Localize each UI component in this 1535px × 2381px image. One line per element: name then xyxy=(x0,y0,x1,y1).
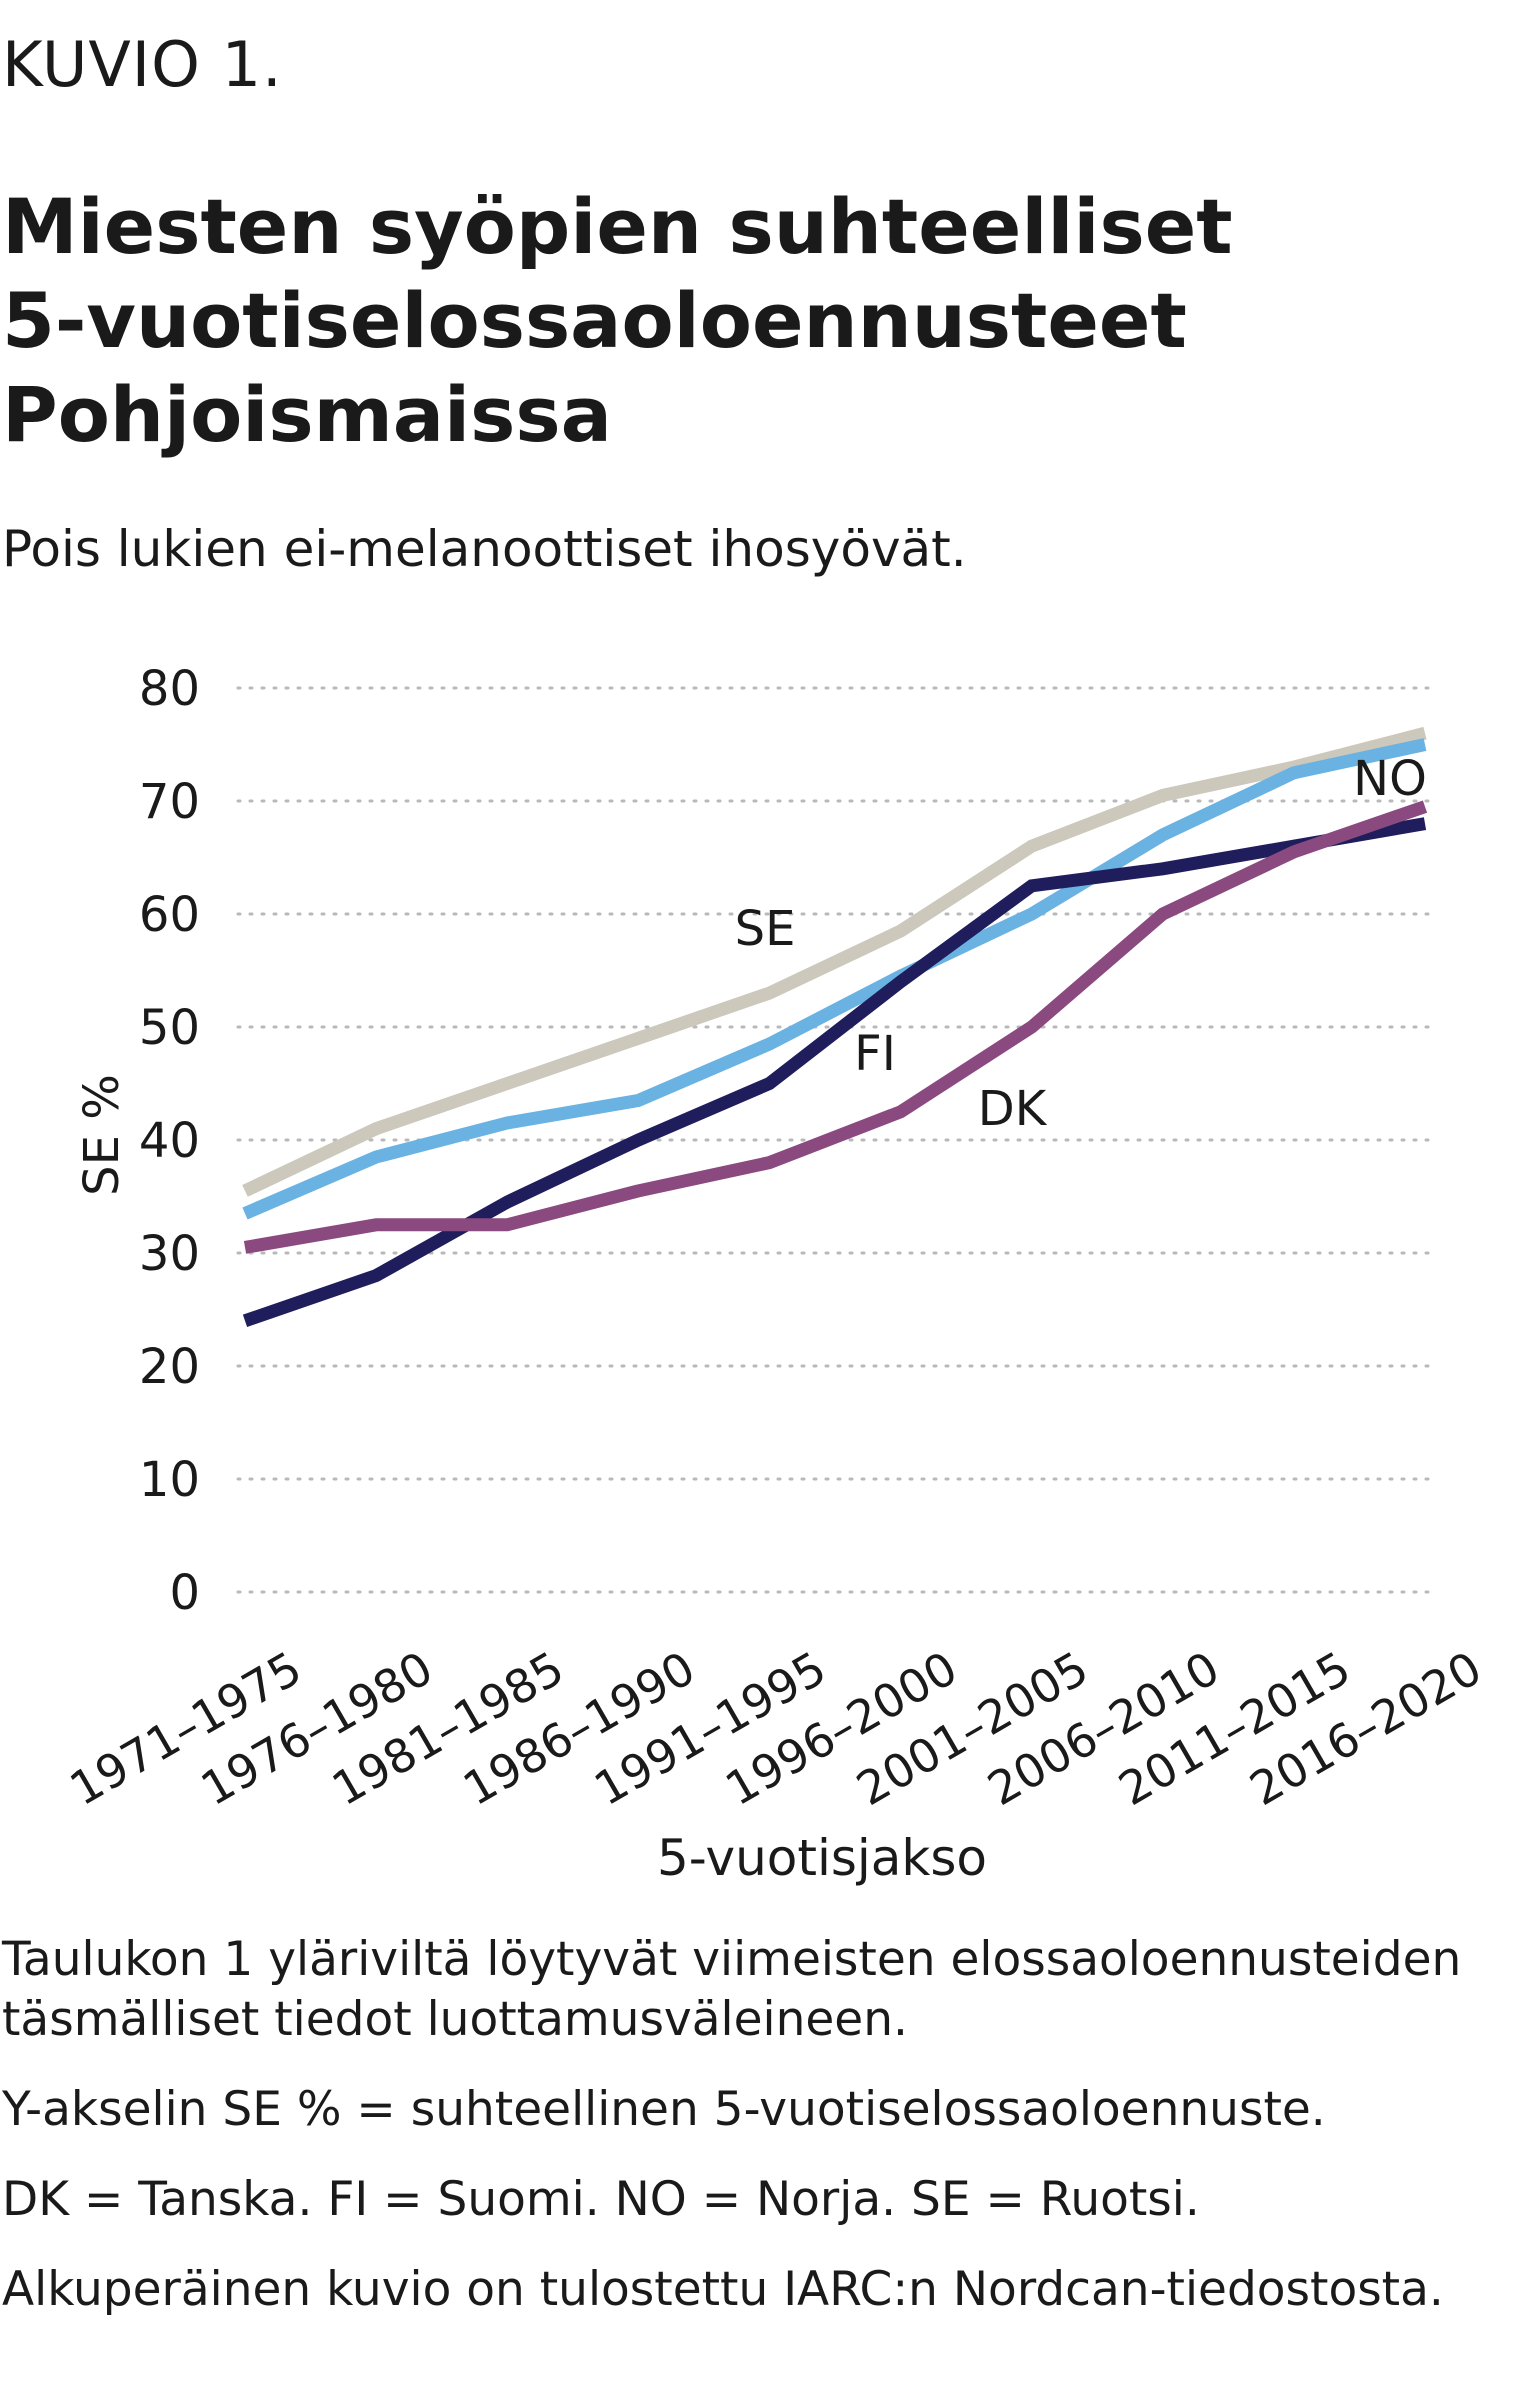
series-lines xyxy=(242,726,1428,1327)
y-tick-label: 20 xyxy=(139,1339,200,1395)
note-4: Alkuperäinen kuvio on tulostettu IARC:n … xyxy=(2,2262,1444,2317)
series-label-fi: FI xyxy=(854,1026,896,1082)
series-label-no: NO xyxy=(1353,751,1427,807)
chart-subtitle: Pois lukien ei-melanoottiset ihosyövät. xyxy=(2,520,967,578)
line-chart: 0 10 20 30 40 50 60 70 80 SE NO FI DK 1971–19751976… xyxy=(61,661,1491,1887)
chart-title-line-2: 5-vuotiselossaoloennusteet xyxy=(2,276,1187,365)
y-tick-label: 10 xyxy=(139,1452,200,1508)
series-line-se xyxy=(242,726,1427,1197)
series-labels: SE NO FI DK xyxy=(735,751,1427,1137)
series-label-dk: DK xyxy=(978,1081,1048,1137)
y-tick-labels: 0 10 20 30 40 50 60 70 80 xyxy=(139,661,200,1621)
series-line-fi xyxy=(242,817,1427,1327)
note-3: DK = Tanska. FI = Suomi. NO = Norja. SE … xyxy=(2,2172,1200,2227)
y-tick-label: 0 xyxy=(169,1565,200,1621)
series-line-dk xyxy=(243,800,1428,1254)
y-tick-label: 50 xyxy=(139,1000,200,1056)
chart-title: Miesten syöpien suhteelliset 5-vuotiselo… xyxy=(2,180,1502,462)
y-axis-label: SE % xyxy=(74,1074,130,1196)
y-tick-label: 80 xyxy=(139,661,200,717)
note-2: Y-akselin SE % = suhteellinen 5-vuotisel… xyxy=(2,2082,1326,2137)
chart-notes: Taulukon 1 yläriviltä löytyvät viimeiste… xyxy=(2,1930,1532,2350)
x-tick-labels: 1971–19751976–19801981–19851986–19901991… xyxy=(61,1641,1491,1816)
y-tick-label: 60 xyxy=(139,887,200,943)
y-tick-label: 40 xyxy=(139,1113,200,1169)
series-label-se: SE xyxy=(735,901,796,957)
chart-title-line-3: Pohjoismaissa xyxy=(2,370,612,459)
note-1: Taulukon 1 yläriviltä löytyvät viimeiste… xyxy=(2,1932,1462,2047)
y-tick-label: 70 xyxy=(139,774,200,830)
x-axis-label: 5-vuotisjakso xyxy=(657,1829,987,1887)
figure-kicker: KUVIO 1. xyxy=(2,28,283,101)
chart-title-line-1: Miesten syöpien suhteelliset xyxy=(2,182,1233,271)
series-line-no xyxy=(242,738,1427,1220)
y-tick-label: 30 xyxy=(139,1226,200,1282)
